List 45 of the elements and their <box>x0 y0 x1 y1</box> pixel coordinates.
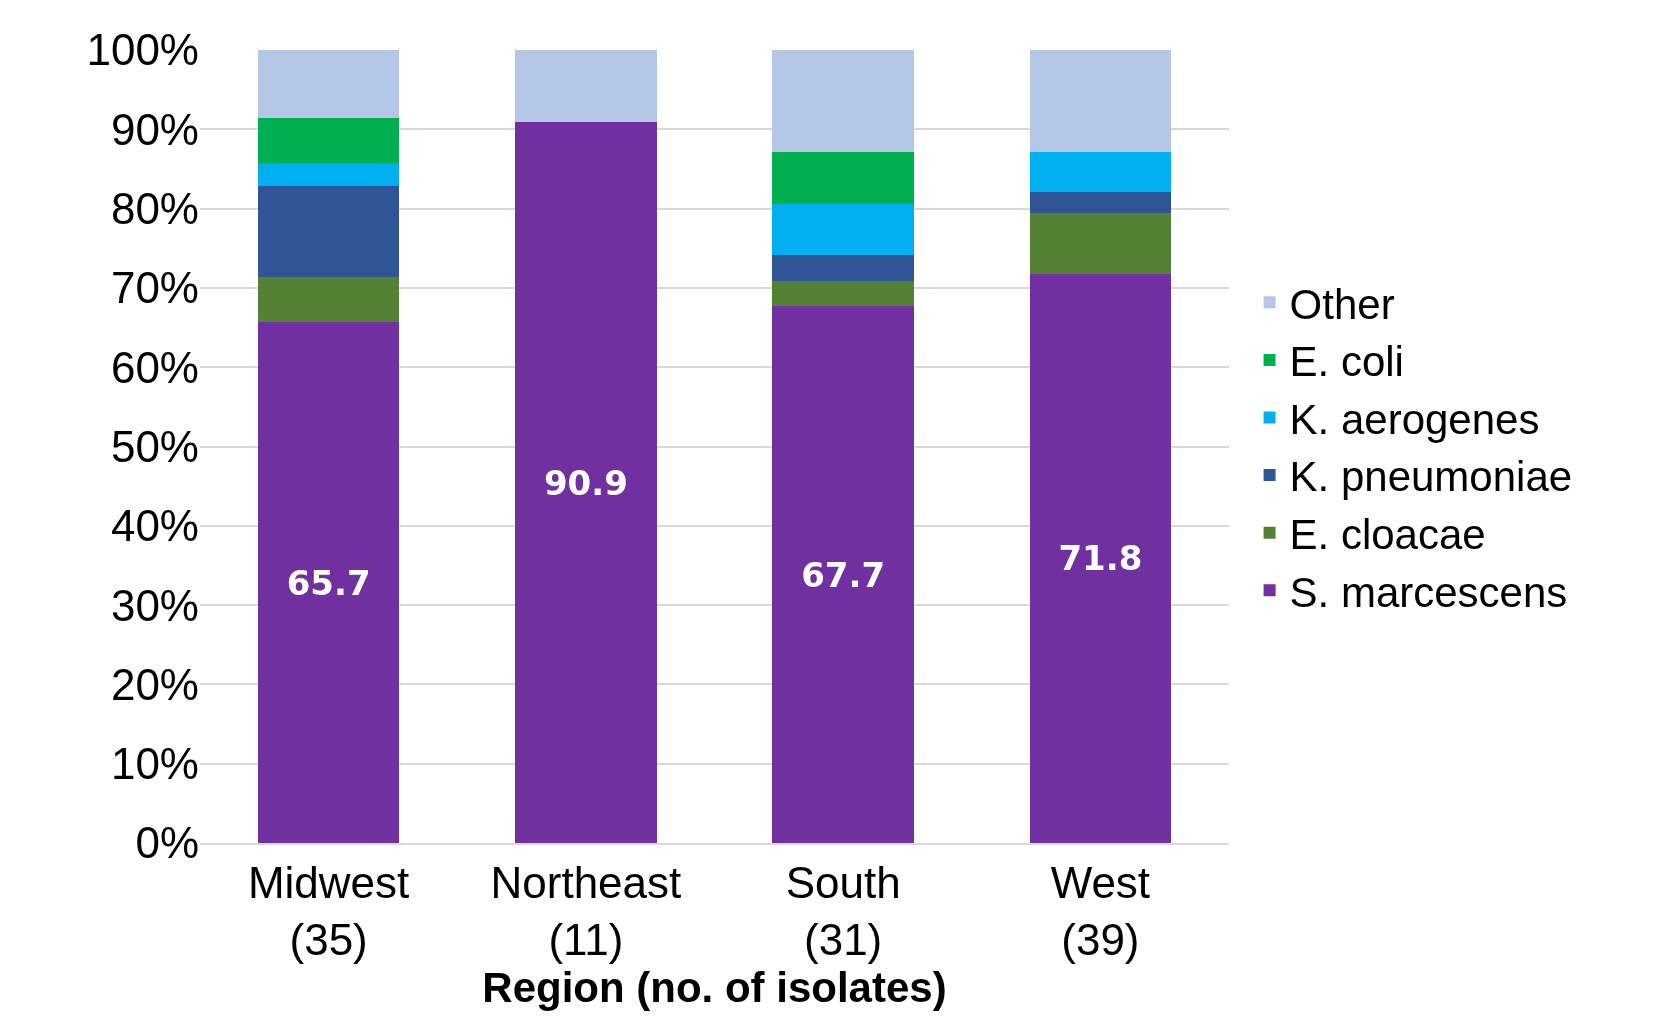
legend-label: E. cloacae <box>1289 511 1486 559</box>
y-tick-label: 50% <box>110 421 199 471</box>
bar <box>257 118 400 164</box>
y-tick-label: 60% <box>110 342 199 392</box>
bar <box>772 203 914 256</box>
y-tick-label: 80% <box>110 184 199 233</box>
bar <box>1029 50 1172 152</box>
bar <box>515 50 657 123</box>
y-tick-label: 10% <box>110 739 199 789</box>
bar <box>257 322 400 843</box>
x-axis-title: Region (no. of isolates) <box>482 964 947 1011</box>
data-label: 65.7 <box>286 562 371 603</box>
y-tick-label: 30% <box>110 580 199 630</box>
data-label: 67.7 <box>801 554 886 595</box>
bar <box>772 152 914 204</box>
y-tick-label: 100% <box>86 25 199 75</box>
y-tick-label: 90% <box>110 104 199 154</box>
x-tick-label: Northeast (11) <box>490 857 682 964</box>
bar <box>257 276 400 322</box>
bar <box>257 163 400 187</box>
x-tick-label: South (31) <box>785 857 901 964</box>
legend-label: K. aerogenes <box>1289 395 1540 443</box>
bar <box>772 255 914 281</box>
y-tick-label: 20% <box>110 659 199 709</box>
legend-label: K. pneumoniae <box>1289 453 1573 501</box>
bar <box>515 122 657 843</box>
legend-label: S. marcescens <box>1289 568 1568 616</box>
bar <box>1029 212 1172 274</box>
y-tick-label: 70% <box>110 263 199 313</box>
data-label: 90.9 <box>543 462 628 503</box>
bar <box>257 186 400 277</box>
y-tick-label: 0% <box>135 818 199 868</box>
bar <box>772 280 914 307</box>
x-tick-label: Midwest (35) <box>247 857 410 964</box>
bar <box>772 306 914 843</box>
bar <box>1029 191 1172 213</box>
bar <box>772 50 914 153</box>
data-label: 71.8 <box>1058 538 1143 579</box>
bar <box>1029 273 1172 843</box>
legend-label: E. coli <box>1289 338 1404 386</box>
x-tick-label: West (39) <box>1050 857 1151 964</box>
bar <box>1029 151 1172 192</box>
legend-label: Other <box>1289 280 1395 328</box>
y-tick-label: 40% <box>110 501 199 551</box>
bar <box>257 50 400 119</box>
